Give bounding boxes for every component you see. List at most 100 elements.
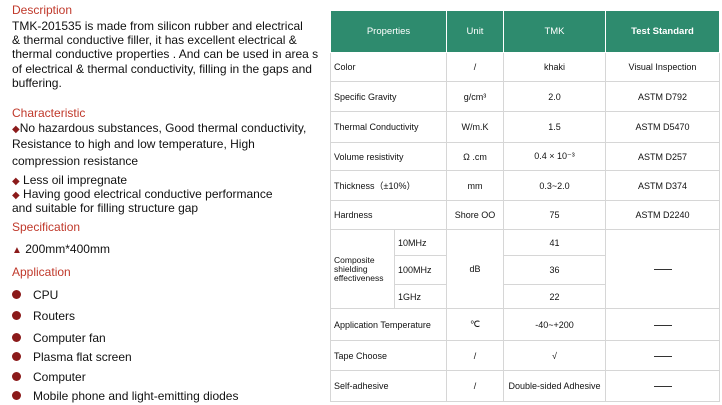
- diamond-icon: ◆: [12, 176, 20, 187]
- property-cell: Thermal Conductivity: [330, 111, 447, 143]
- frequency-cell: 10MHz: [394, 229, 447, 256]
- standard-cell: ASTM D374: [605, 170, 720, 201]
- property-cell: Color: [330, 52, 447, 82]
- standard-cell: ASTM D5470: [605, 111, 720, 143]
- table-row: Hardness Shore OO 75 ASTM D2240: [330, 200, 720, 230]
- application-item: CPU: [12, 288, 58, 302]
- application-text: Mobile phone and light-emitting diodes: [33, 389, 239, 403]
- property-cell: Application Temperature: [330, 308, 447, 341]
- table-row: Tape Choose / √: [330, 340, 720, 371]
- bullet-icon: [12, 333, 21, 343]
- characteristic-text: and suitable for filling structure gap: [12, 201, 199, 215]
- characteristic-item-3: ◆ Having good electrical conductive perf…: [12, 188, 324, 215]
- bullet-icon: [12, 311, 21, 321]
- application-text: Routers: [33, 309, 76, 323]
- specification-text: 200mm*400mm: [25, 242, 110, 256]
- unit-cell: Shore OO: [446, 200, 504, 230]
- application-heading: Application: [12, 265, 71, 279]
- standard-cell: [605, 308, 720, 341]
- header-tmk: TMK: [503, 10, 606, 53]
- property-cell: Volume resistivity: [330, 142, 447, 171]
- application-text: Computer fan: [33, 331, 106, 345]
- value-cell: -40~+200: [503, 308, 606, 341]
- value-cell: 75: [503, 200, 606, 230]
- unit-cell: Ω .cm: [446, 142, 504, 171]
- application-item: Routers: [12, 309, 75, 323]
- property-cell: Self-adhesive: [330, 370, 447, 402]
- table-row: Self-adhesive / Double-sided Adhesive: [330, 370, 720, 402]
- dash-icon: [653, 269, 672, 271]
- unit-cell: g/cm³: [446, 81, 504, 112]
- frequency-cell: 1GHz: [394, 284, 447, 309]
- bullet-icon: [12, 372, 21, 382]
- characteristic-text: Having good electrical conductive perfor…: [23, 187, 273, 201]
- unit-cell: /: [446, 340, 504, 371]
- description-heading: Description: [12, 3, 73, 17]
- application-item: Computer: [12, 370, 86, 384]
- value-cell: 22: [503, 284, 606, 309]
- unit-cell: /: [446, 52, 504, 82]
- frequency-cell: 100MHz: [394, 255, 447, 285]
- unit-cell: dB: [446, 229, 504, 309]
- value-cell: 36: [503, 255, 606, 285]
- application-text: CPU: [33, 288, 59, 302]
- property-cell: Composite shielding effectiveness: [330, 229, 395, 309]
- table-header-row: Properties Unit TMK Test Standard: [330, 10, 720, 53]
- standard-cell: [605, 229, 720, 309]
- property-cell: Tape Choose: [330, 340, 447, 371]
- unit-cell: ℃: [446, 308, 504, 341]
- description-line: of electrical & thermal conductivity, fi…: [12, 61, 312, 76]
- characteristic-text: Resistance to high and low temperature, …: [12, 137, 255, 152]
- property-cell: Thickness（±10%）: [330, 170, 447, 201]
- standard-cell: ASTM D792: [605, 81, 720, 112]
- characteristic-heading: Characteristic: [12, 106, 86, 120]
- description-line: & thermal conductive filler, it has exce…: [12, 33, 297, 48]
- specification-value: ▲ 200mm*400mm: [12, 242, 110, 256]
- specification-heading: Specification: [12, 220, 81, 234]
- property-cell: Hardness: [330, 200, 447, 230]
- diamond-icon: ◆: [12, 190, 20, 201]
- bullet-icon: [12, 290, 21, 300]
- description-text: TMK-201535 is made from silicon rubber a…: [12, 19, 324, 90]
- application-text: Computer: [33, 370, 86, 384]
- application-text: Plasma flat screen: [33, 350, 132, 364]
- standard-cell: ASTM D257: [605, 142, 720, 171]
- description-line: thermal conductive properties . And can …: [12, 47, 319, 62]
- standard-cell: Visual Inspection: [605, 52, 720, 82]
- value-cell: 0.3~2.0: [503, 170, 606, 201]
- characteristic-item-2: ◆ Less oil impregnate: [12, 173, 127, 187]
- property-cell: Specific Gravity: [330, 81, 447, 112]
- table-row: Thickness（±10%） mm 0.3~2.0 ASTM D374: [330, 170, 720, 201]
- unit-cell: /: [446, 370, 504, 402]
- value-cell: khaki: [503, 52, 606, 82]
- application-item: Computer fan: [12, 331, 106, 345]
- table-row: Application Temperature ℃ -40~+200: [330, 308, 720, 341]
- description-line: TMK-201535 is made from silicon rubber a…: [12, 19, 303, 33]
- table-row: Specific Gravity g/cm³ 2.0 ASTM D792: [330, 81, 720, 112]
- table-row: Thermal Conductivity W/m.K 1.5 ASTM D547…: [330, 111, 720, 143]
- value-cell: Double-sided Adhesive: [503, 370, 606, 402]
- unit-cell: W/m.K: [446, 111, 504, 143]
- dash-icon: [653, 355, 672, 357]
- header-test-standard: Test Standard: [605, 10, 720, 53]
- value-cell: 0.4 × 10⁻³: [503, 142, 606, 171]
- value-cell: √: [503, 340, 606, 371]
- properties-table: Properties Unit TMK Test Standard Color …: [330, 10, 720, 402]
- value-cell: 2.0: [503, 81, 606, 112]
- dash-icon: [653, 386, 672, 388]
- table-row: Color / khaki Visual Inspection: [330, 52, 720, 82]
- header-unit: Unit: [446, 10, 504, 53]
- characteristic-text: Less oil impregnate: [23, 173, 128, 187]
- table-row: Composite shielding effectiveness 10MHz …: [330, 229, 720, 309]
- diamond-icon: ◆: [12, 124, 20, 135]
- triangle-icon: ▲: [12, 245, 22, 256]
- description-line: buffering.: [12, 75, 62, 90]
- application-item: Plasma flat screen: [12, 350, 132, 364]
- application-item: Mobile phone and light-emitting diodes: [12, 389, 238, 403]
- bullet-icon: [12, 391, 21, 401]
- value-cell: 41: [503, 229, 606, 256]
- dash-icon: [653, 324, 672, 326]
- value-cell: 1.5: [503, 111, 606, 143]
- standard-cell: [605, 340, 720, 371]
- standard-cell: [605, 370, 720, 402]
